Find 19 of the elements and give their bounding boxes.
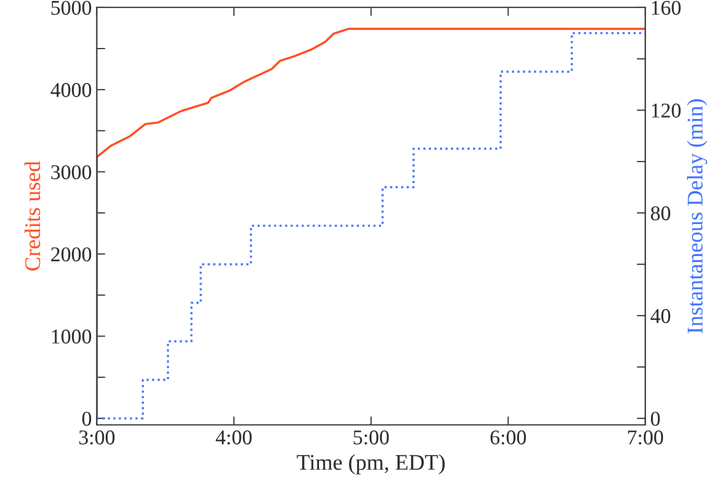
y-tick-label: 4000 — [50, 83, 92, 98]
y-tick-label: 1000 — [52, 330, 92, 344]
y-tick-label: 2000 — [51, 247, 92, 262]
x-tick-label: 5:00 — [354, 430, 389, 445]
y-tick-label: 0 — [82, 412, 92, 426]
x-axis-title: Time (pm, EDT) — [296, 454, 445, 474]
y2-tick-label: 120 — [652, 104, 681, 118]
y2-tick-label: 0 — [650, 412, 660, 426]
x-tick-label: 4:00 — [216, 430, 252, 445]
x-tick-label: 3:00 — [79, 430, 115, 445]
y-tick-label: 5000 — [51, 0, 92, 15]
y2-tick-label: 80 — [650, 206, 670, 220]
y-tick-label: 3000 — [51, 165, 92, 180]
x-tick-label: 7:00 — [628, 430, 664, 445]
y2-tick-label: 40 — [650, 309, 670, 324]
y-axis-title: Credits used — [24, 161, 40, 271]
x-tick-label: 6:00 — [490, 430, 526, 445]
y2-axis-title: Instantaneous Delay (min) — [686, 99, 708, 334]
y2-tick-label: 160 — [652, 0, 681, 15]
